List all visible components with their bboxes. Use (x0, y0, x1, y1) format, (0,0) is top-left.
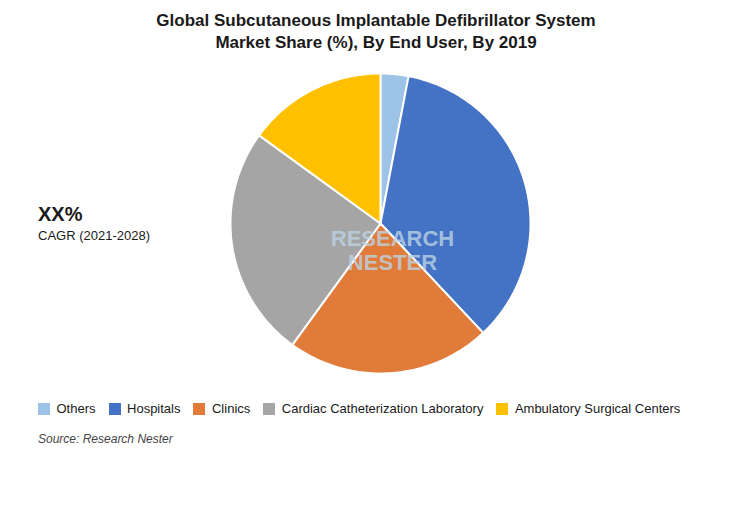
html-text:Ambulatory Surgical Centers: Ambulatory Surgical Centers (514, 401, 681, 417)
html-text:Others: Others (56, 401, 96, 417)
html-text:XX%: XX% (38, 203, 83, 226)
html-text:Source: Research Nester: Source: Research Nester (38, 431, 173, 446)
html-text:Hospitals: Hospitals (127, 401, 181, 417)
html-text:Cardiac Catheterization Labora: Cardiac Catheterization Laboratory (281, 401, 484, 417)
html-text:Clinics: Clinics (212, 401, 251, 417)
html-text:CAGR (2021-2028): CAGR (2021-2028) (38, 228, 150, 244)
html-text:Global Subcutaneous Implantabl: Global Subcutaneous Implantable Defibril… (156, 11, 596, 53)
svg-text:RESEARCHNESTER: RESEARCHNESTER (331, 226, 454, 275)
